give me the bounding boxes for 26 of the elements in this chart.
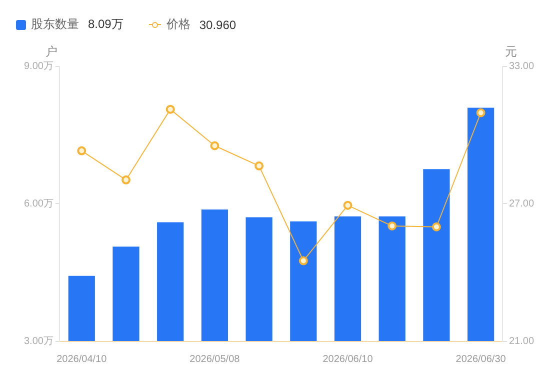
x-tick-label: 2026/05/08 <box>190 354 240 365</box>
point <box>388 221 397 230</box>
point <box>77 146 86 156</box>
y-axis-title: 户 <box>45 44 58 58</box>
y2-tick-label: 21.00 <box>508 336 534 347</box>
y-tick-label: 9.00万 <box>24 60 54 72</box>
y2-tick-label: 33.00 <box>508 60 534 72</box>
x-tick-label: 2026/04/10 <box>56 354 108 365</box>
legend-label: 股东数量 <box>31 16 79 33</box>
point <box>210 141 220 150</box>
point <box>166 104 175 114</box>
text: 8.09万 <box>88 16 124 33</box>
text: 30.960 <box>199 18 236 32</box>
point <box>432 222 441 232</box>
point <box>121 175 130 184</box>
x-tick-label: 2026/06/10 <box>322 354 374 365</box>
point <box>298 256 308 266</box>
y-tick-label: 6.00万 <box>24 198 54 210</box>
point <box>343 200 352 210</box>
point <box>476 108 486 118</box>
point <box>254 161 264 170</box>
y-tick-label: 3.00万 <box>24 336 54 347</box>
x-tick-label: 2026/06/30 <box>456 354 506 365</box>
legend-label: 价格 <box>166 16 190 33</box>
y2-tick-label: 27.00 <box>508 198 534 210</box>
y2-axis-title: 元 <box>504 44 517 58</box>
